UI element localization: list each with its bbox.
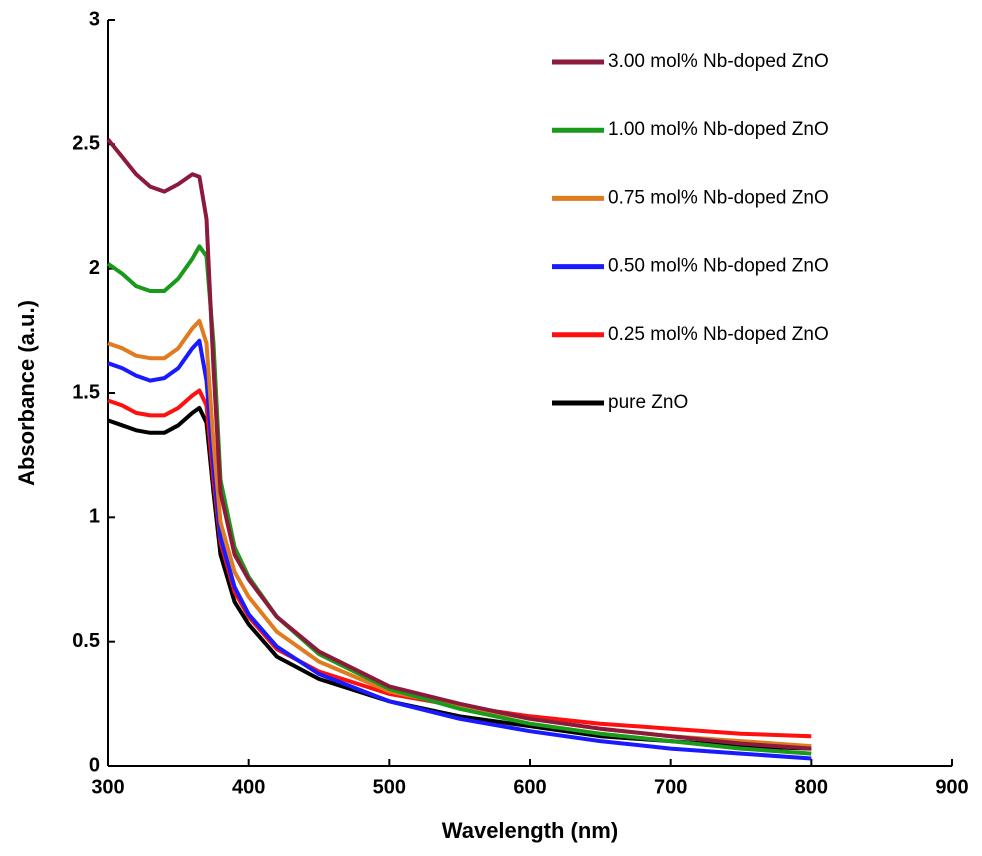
y-tick-label: 1.5 (72, 381, 100, 403)
y-tick-label: 2 (89, 257, 100, 279)
x-axis-title: Wavelength (nm) (442, 818, 618, 843)
y-tick-label: 1 (89, 506, 100, 528)
x-tick-label: 900 (935, 776, 968, 798)
series-line (106, 138, 812, 751)
legend-label: 0.75 mol% Nb-doped ZnO (608, 187, 829, 208)
x-tick-label: 700 (654, 776, 687, 798)
series-line (107, 405, 812, 751)
series-line (107, 338, 812, 761)
y-tick-label: 0 (89, 754, 100, 776)
x-tick-label: 600 (513, 776, 546, 798)
x-tick-label: 300 (91, 776, 124, 798)
legend-label: 1.00 mol% Nb-doped ZnO (608, 119, 829, 140)
y-axis-title: Absorbance (a.u.) (14, 300, 39, 486)
legend-label: 3.00 mol% Nb-doped ZnO (608, 51, 829, 72)
x-tick-label: 500 (373, 776, 406, 798)
x-tick-label: 400 (232, 776, 265, 798)
x-tick-label: 800 (795, 776, 828, 798)
series-line (106, 244, 812, 756)
y-tick-label: 3 (89, 8, 100, 30)
y-tick-label: 2.5 (72, 133, 100, 155)
legend-label: 0.25 mol% Nb-doped ZnO (608, 324, 829, 345)
legend-label: pure ZnO (608, 392, 688, 413)
legend-label: 0.50 mol% Nb-doped ZnO (608, 256, 829, 277)
y-tick-label: 0.5 (72, 630, 100, 652)
